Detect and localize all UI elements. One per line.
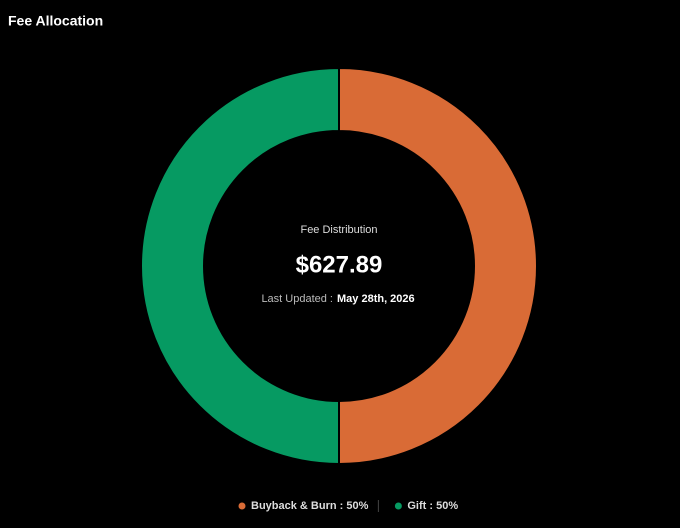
updated-date: May 28th, 2026 — [337, 293, 415, 305]
legend-swatch — [238, 502, 246, 510]
slice — [140, 66, 340, 466]
legend-label: Buyback & Burn : 50% — [251, 500, 369, 512]
center-value: $627.89 — [296, 251, 383, 278]
legend-swatch — [394, 502, 402, 510]
slice — [338, 66, 538, 466]
chart-title: Fee Allocation — [8, 13, 103, 29]
center-label: Fee Distribution — [300, 224, 377, 236]
updated-label: Last Updated : — [261, 293, 333, 305]
legend-label: Gift : 50% — [407, 500, 458, 512]
